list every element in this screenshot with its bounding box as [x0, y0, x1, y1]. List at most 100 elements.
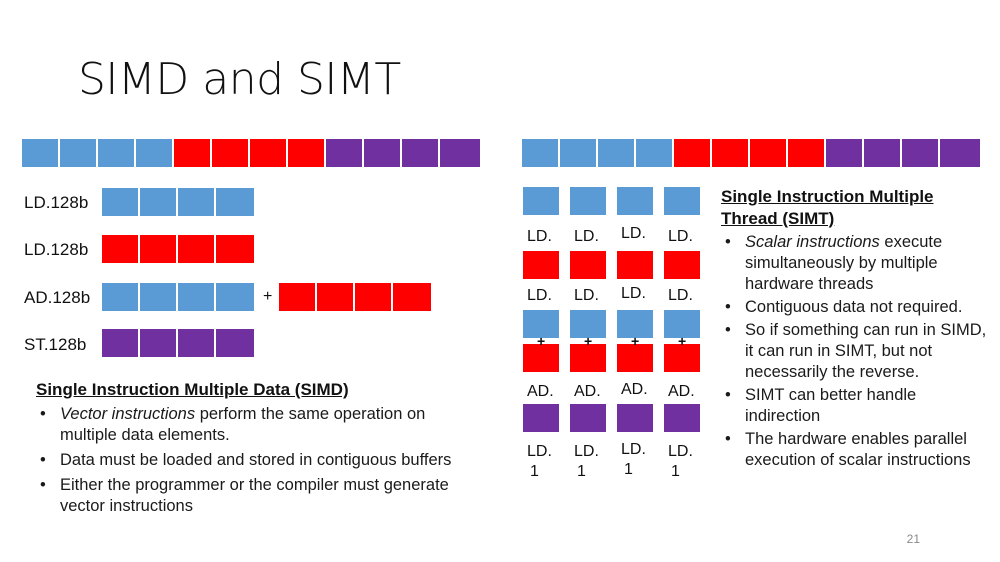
thread-block-red [570, 344, 606, 372]
page-number: 21 [906, 532, 920, 546]
simt-heading-line: Thread (SIMT) [721, 209, 835, 228]
vector-lane [216, 329, 254, 357]
simd-vector-add-b [279, 283, 431, 311]
data-cell [712, 139, 750, 167]
thread-st-label: LD. [527, 443, 552, 460]
thread-block-purple [617, 404, 653, 432]
data-cell [560, 139, 598, 167]
simt-bullet: Contiguous data not required. [721, 297, 991, 318]
thread-block-red [570, 251, 606, 279]
data-cell [750, 139, 788, 167]
plus-sign: + [631, 333, 640, 349]
simd-vector-load-red [102, 235, 254, 263]
thread-block-blue [617, 187, 653, 215]
thread-st-label: LD. [574, 443, 599, 460]
vector-lane [216, 235, 254, 263]
simt-heading-line: Single Instruction Multiple [721, 187, 934, 206]
vector-lane [355, 283, 393, 311]
thread-block-blue [570, 187, 606, 215]
vector-lane [178, 283, 216, 311]
simd-row-label: LD.128b [24, 240, 89, 259]
vector-lane [178, 188, 216, 216]
data-cell [522, 139, 560, 167]
thread-block-red [664, 251, 700, 279]
plus-sign: + [263, 288, 273, 305]
thread-ld-label: LD. [621, 225, 646, 242]
simd-heading: Single Instruction Multiple Data (SIMD) [36, 380, 349, 399]
data-cell [940, 139, 980, 167]
simt-bullet: SIMT can better handle indirection [721, 385, 991, 427]
simd-vector-load-blue [102, 188, 254, 216]
thread-block-red [664, 344, 700, 372]
thread-block-blue [617, 310, 653, 338]
simd-row-label: LD.128b [24, 193, 89, 212]
thread-block-red [523, 251, 559, 279]
vector-lane [393, 283, 431, 311]
data-cell [288, 139, 326, 167]
thread-ld-label: LD. [574, 228, 599, 245]
slide-title: SIMD and SIMT [78, 54, 401, 105]
vector-lane [102, 329, 140, 357]
vector-lane [216, 283, 254, 311]
thread-st-label: 1 [671, 463, 680, 480]
thread-block-blue [523, 310, 559, 338]
data-cell [174, 139, 212, 167]
thread-st-label: 1 [577, 463, 586, 480]
thread-block-purple [523, 404, 559, 432]
simt-bullet-list: Scalar instructions execute simultaneous… [721, 232, 991, 473]
data-cell [674, 139, 712, 167]
data-cell [326, 139, 364, 167]
thread-ad-label: AD. [668, 383, 695, 400]
data-cell [136, 139, 174, 167]
vector-lane [140, 283, 178, 311]
vector-lane [279, 283, 317, 311]
simd-bullet: Either the programmer or the compiler mu… [36, 475, 486, 517]
thread-st-label: 1 [530, 463, 539, 480]
thread-block-blue [664, 187, 700, 215]
simd-row-label: ST.128b [24, 335, 87, 354]
thread-ad-label: AD. [527, 383, 554, 400]
simd-vector-add-a [102, 283, 254, 311]
thread-block-red [523, 344, 559, 372]
thread-st-label: 1 [624, 461, 633, 478]
plus-sign: + [678, 333, 687, 349]
data-cell [826, 139, 864, 167]
thread-st-label: LD. [621, 441, 646, 458]
data-cell [364, 139, 402, 167]
thread-ld-label: LD. [527, 228, 552, 245]
vector-lane [102, 235, 140, 263]
thread-ld-label: LD. [527, 287, 552, 304]
simt-heading: Single Instruction Multiple Thread (SIMT… [721, 186, 934, 230]
thread-block-red [617, 344, 653, 372]
thread-st-label: LD. [668, 443, 693, 460]
thread-ld-label: LD. [574, 287, 599, 304]
thread-ld-label: LD. [621, 285, 646, 302]
data-cell [22, 139, 60, 167]
data-cell [212, 139, 250, 167]
data-cell [98, 139, 136, 167]
thread-ld-label: LD. [668, 228, 693, 245]
thread-block-purple [664, 404, 700, 432]
thread-ld-label: LD. [668, 287, 693, 304]
thread-block-red [617, 251, 653, 279]
simt-bullet: So if something can run in SIMD, it can … [721, 320, 991, 383]
simd-bullet: Data must be loaded and stored in contig… [36, 450, 486, 471]
simt-data-array [522, 139, 980, 167]
simt-bullet: Scalar instructions execute simultaneous… [721, 232, 991, 295]
vector-lane [140, 188, 178, 216]
simd-bullet-list: Vector instructions perform the same ope… [36, 404, 486, 521]
simt-bullet: The hardware enables parallel execution … [721, 429, 991, 471]
vector-lane [178, 329, 216, 357]
data-cell [864, 139, 902, 167]
plus-sign: + [537, 333, 546, 349]
thread-ad-label: AD. [574, 383, 601, 400]
thread-block-blue [523, 187, 559, 215]
data-cell [902, 139, 940, 167]
vector-lane [140, 329, 178, 357]
simd-row-label: AD.128b [24, 288, 91, 307]
thread-block-purple [570, 404, 606, 432]
vector-lane [140, 235, 178, 263]
data-cell [598, 139, 636, 167]
data-cell [250, 139, 288, 167]
data-cell [60, 139, 98, 167]
